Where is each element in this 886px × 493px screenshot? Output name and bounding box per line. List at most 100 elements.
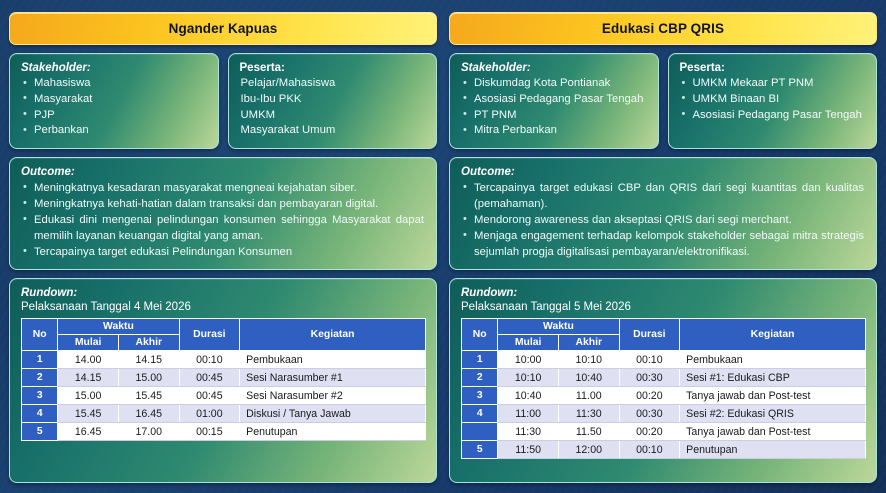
cell-durasi: 00:45 [178, 368, 241, 388]
outcome-list-left: Meningkatnya kesadaran masyarakat mengne… [21, 180, 426, 260]
rundown-card-left: Rundown: Pelaksanaan Tanggal 4 Mei 2026 … [9, 278, 437, 483]
list-item: PT PNM [461, 107, 648, 124]
peserta-heading-left: Peserta: [239, 62, 285, 74]
table-row: 2 14.15 15.00 00:45 Sesi Narasumber #1 [20, 368, 426, 388]
stakeholder-list-right: Diskumdag Kota Pontianak Asosiasi Pedaga… [461, 76, 648, 139]
rundown-table-head-right: No Waktu Durasi Kegiatan Mulai Akhir [460, 318, 866, 352]
outcome-heading-right: Outcome: [461, 166, 515, 179]
panel-title-right: Edukasi CBP QRIS [449, 12, 877, 45]
stakeholder-heading-left: Stakeholder: [21, 62, 91, 74]
cell-no: 1 [460, 350, 499, 370]
table-row: 4 11:00 11:30 00:30 Sesi #2: Edukasi QRI… [460, 404, 866, 424]
cell-kegiatan: Penutupan [679, 440, 866, 460]
rundown-heading-left: Rundown: [21, 287, 78, 300]
cell-akhir: 11.00 [557, 386, 620, 406]
cell-kegiatan: Sesi #2: Edukasi QRIS [679, 404, 866, 424]
cell-mulai: 14.00 [57, 350, 119, 370]
table-row: 4 15.45 16.45 01:00 Diskusi / Tanya Jawa… [20, 404, 426, 424]
list-item: Mendorong awareness dan akseptasi QRIS d… [461, 212, 866, 228]
col-header-durasi: Durasi [178, 318, 241, 352]
cell-no: 3 [460, 386, 499, 406]
cell-mulai: 11:00 [497, 404, 559, 424]
outcome-list-right: Tercapainya target edukasi CBP dan QRIS … [461, 180, 866, 260]
rundown-heading-right: Rundown: [461, 287, 518, 300]
rundown-subheading-left: Pelaksanaan Tanggal 4 Mei 2026 [21, 301, 191, 314]
cell-no: 2 [460, 368, 499, 388]
cell-durasi: 00:30 [618, 368, 681, 388]
cell-kegiatan: Tanya jawab dan Post-test [679, 386, 866, 406]
table-row: 11:30 11.50 00:20 Tanya jawab dan Post-t… [460, 422, 866, 442]
cell-akhir: 12:00 [557, 440, 620, 460]
col-header-mulai: Mulai [497, 334, 559, 352]
rundown-subheading-right: Pelaksanaan Tanggal 5 Mei 2026 [461, 301, 631, 314]
col-header-no: No [460, 318, 499, 352]
cell-akhir: 15.45 [117, 386, 180, 406]
cell-akhir: 11:30 [557, 404, 620, 424]
cell-akhir: 10:10 [557, 350, 620, 370]
rundown-table-right: No Waktu Durasi Kegiatan Mulai Akhir 1 1… [460, 318, 866, 460]
table-row: 5 11:50 12:00 00:10 Penutupan [460, 440, 866, 460]
col-header-kegiatan: Kegiatan [679, 318, 866, 352]
cell-no: 2 [20, 368, 59, 388]
list-item: UMKM Mekaar PT PNM [680, 76, 867, 92]
cell-durasi: 00:30 [618, 404, 681, 424]
cell-durasi: 00:20 [618, 386, 681, 406]
cell-kegiatan: Sesi #1: Edukasi CBP [679, 368, 866, 388]
list-item: Mahasiswa [21, 76, 208, 92]
cell-kegiatan: Pembukaan [239, 350, 426, 370]
cell-mulai: 15.45 [57, 404, 119, 424]
list-item: Meningkatnya kehati-hatian dalam transak… [21, 196, 426, 212]
list-item: UMKM Binaan BI [680, 91, 867, 108]
cell-kegiatan: Sesi Narasumber #1 [239, 368, 426, 388]
cell-durasi: 00:10 [618, 440, 681, 460]
col-header-mulai: Mulai [57, 334, 119, 352]
cell-kegiatan: Pembukaan [679, 350, 866, 370]
rundown-card-right: Rundown: Pelaksanaan Tanggal 5 Mei 2026 … [449, 278, 877, 483]
cell-durasi: 01:00 [178, 404, 241, 424]
cell-durasi: 00:20 [618, 422, 681, 442]
cell-no: 4 [460, 404, 499, 424]
cell-durasi: 00:45 [178, 386, 241, 406]
cell-mulai: 10:40 [497, 386, 559, 406]
list-item: Masyarakat [21, 91, 208, 108]
cell-akhir: 11.50 [557, 422, 620, 442]
stakeholder-card-right: Stakeholder: Diskumdag Kota Pontianak As… [449, 53, 659, 150]
col-header-durasi: Durasi [618, 318, 681, 352]
cell-durasi: 00:15 [178, 422, 241, 442]
peserta-list-right: UMKM Mekaar PT PNM UMKM Binaan BI Asosia… [680, 76, 867, 123]
list-item: Pelajar/Mahasiswa [240, 77, 336, 89]
outcome-heading-left: Outcome: [21, 166, 75, 179]
cell-durasi: 00:10 [618, 350, 681, 370]
peserta-heading-right: Peserta: [679, 62, 725, 74]
cell-akhir: 15.00 [117, 368, 180, 388]
cell-durasi: 00:10 [178, 350, 241, 370]
col-header-akhir: Akhir [557, 334, 620, 352]
cell-no: 5 [460, 440, 499, 460]
list-item: Diskumdag Kota Pontianak [461, 76, 648, 92]
cell-mulai: 11:30 [497, 422, 559, 442]
cell-akhir: 16.45 [117, 404, 180, 424]
table-row: 1 10:00 10:10 00:10 Pembukaan [460, 350, 866, 370]
cell-no: 3 [20, 386, 59, 406]
cell-akhir: 10:40 [557, 368, 620, 388]
table-row: 3 10:40 11.00 00:20 Tanya jawab dan Post… [460, 386, 866, 406]
list-item: Asosiasi Pedagang Pasar Tengah [680, 107, 867, 124]
outcome-card-right: Outcome: Tercapainya target edukasi CBP … [449, 157, 877, 271]
peserta-card-left: Peserta: Pelajar/Mahasiswa Ibu-Ibu PKK U… [227, 53, 437, 150]
list-item: UMKM [240, 108, 276, 121]
table-header-subrow: Mulai Akhir [22, 334, 426, 352]
panel-ngander-kapuas: Ngander Kapuas Stakeholder: Mahasiswa Ma… [9, 12, 437, 483]
cell-no: 4 [20, 404, 59, 424]
col-header-waktu: Waktu [497, 318, 620, 336]
list-item: Tercapainya target edukasi Pelindungan K… [21, 244, 426, 260]
cell-mulai: 14.15 [57, 368, 119, 388]
list-item: Masyarakat Umum [240, 124, 336, 137]
list-item: Tercapainya target edukasi CBP dan QRIS … [461, 180, 866, 212]
table-row: 1 14.00 14.15 00:10 Pembukaan [20, 350, 426, 370]
col-header-no: No [20, 318, 59, 352]
table-row: 3 15.00 15.45 00:45 Sesi Narasumber #2 [20, 386, 426, 406]
rundown-table-left: No Waktu Durasi Kegiatan Mulai Akhir 1 1… [20, 318, 426, 442]
rundown-table-body-left: 1 14.00 14.15 00:10 Pembukaan 2 14.15 15… [20, 350, 426, 442]
list-item: PJP [21, 107, 208, 124]
